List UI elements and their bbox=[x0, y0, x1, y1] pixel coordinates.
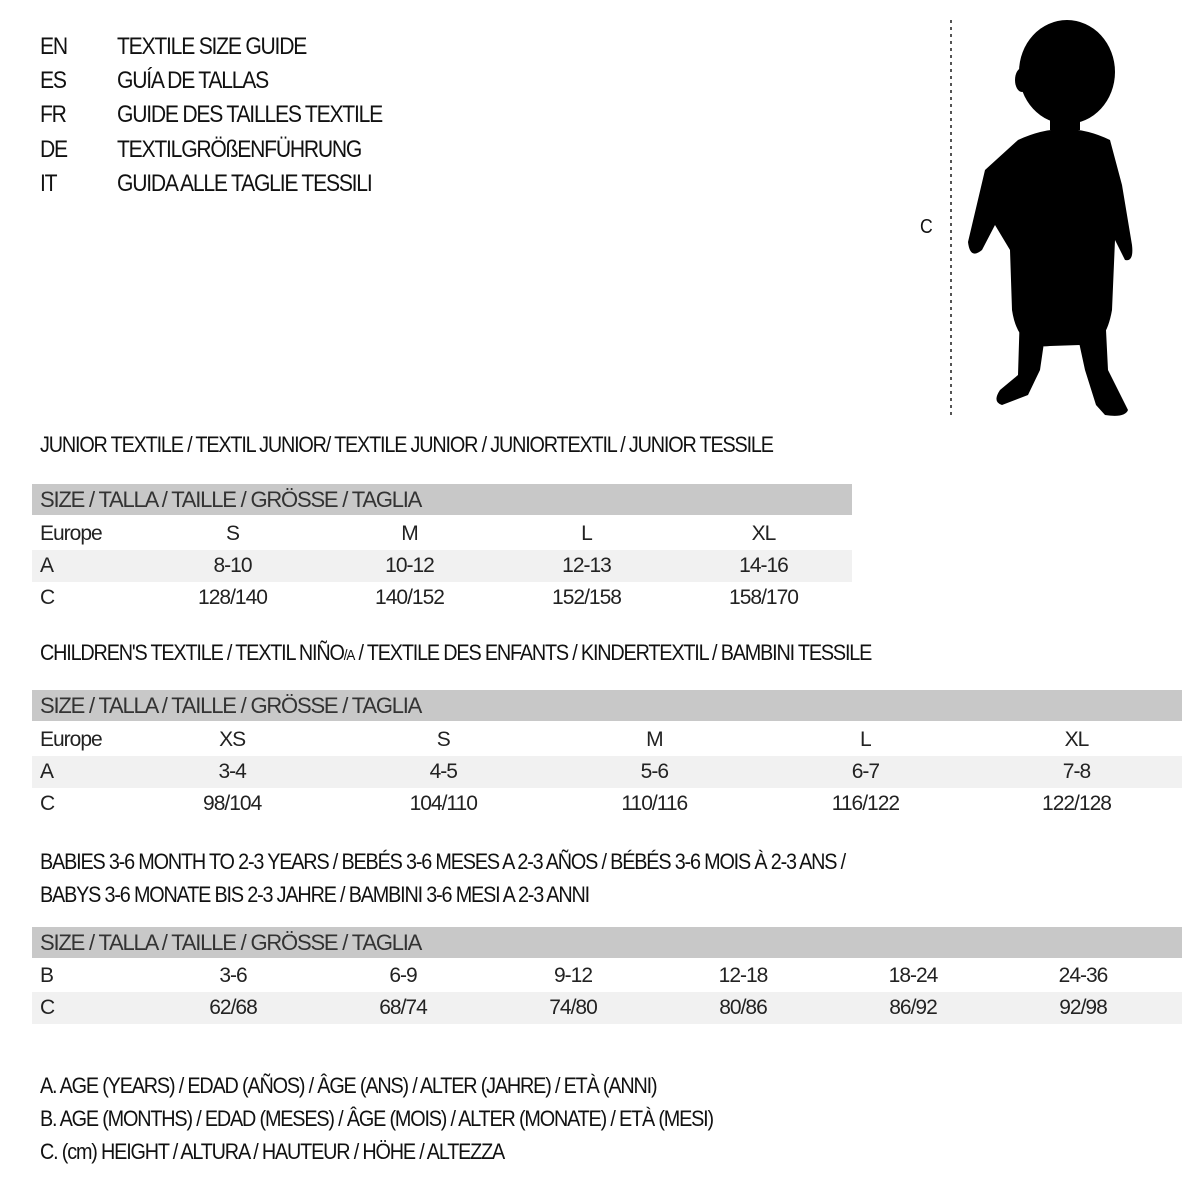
babies-heading-line1: BABIES 3-6 MONTH TO 2-3 YEARS / BEBÉS 3-… bbox=[40, 849, 846, 874]
row-label: B bbox=[40, 964, 54, 987]
cell: 62/68 bbox=[209, 996, 258, 1019]
table-row: C 128/140 140/152 152/158 158/170 bbox=[32, 582, 852, 614]
junior-size-table: SIZE / TALLA / TAILLE / GRÖSSE / TAGLIA … bbox=[32, 484, 852, 614]
legend-c: C. (cm) HEIGHT / ALTURA / HAUTEUR / HÖHE… bbox=[40, 1139, 505, 1164]
cell: 98/104 bbox=[203, 792, 262, 815]
lang-title: GUIDE DES TAILLES TEXTILE bbox=[117, 101, 383, 128]
cell: 122/128 bbox=[1042, 792, 1112, 815]
lang-code: ES bbox=[40, 67, 67, 94]
cell: M bbox=[401, 522, 419, 545]
children-size-table: SIZE / TALLA / TAILLE / GRÖSSE / TAGLIA … bbox=[32, 690, 1182, 820]
cell: 74/80 bbox=[549, 996, 598, 1019]
junior-heading: JUNIOR TEXTILE / TEXTIL JUNIOR/ TEXTILE … bbox=[40, 432, 774, 457]
cell: 18-24 bbox=[888, 964, 939, 987]
height-label: C bbox=[920, 216, 933, 238]
cell: 128/140 bbox=[198, 586, 268, 609]
cell: 12-13 bbox=[562, 554, 612, 577]
cell: XL bbox=[751, 522, 777, 545]
cell: 86/92 bbox=[889, 996, 938, 1019]
cell: XS bbox=[219, 728, 246, 751]
cell: S bbox=[225, 522, 240, 545]
row-label: Europe bbox=[40, 728, 103, 751]
cell: 80/86 bbox=[719, 996, 768, 1019]
lang-title: TEXTILGRÖßENFÜHRUNG bbox=[117, 136, 362, 163]
cell: 158/170 bbox=[729, 586, 799, 609]
row-label: C bbox=[40, 586, 55, 609]
cell: 8-10 bbox=[213, 554, 252, 577]
cell: 14-16 bbox=[739, 554, 789, 577]
cell: 6-9 bbox=[389, 964, 417, 987]
cell: 116/122 bbox=[831, 792, 900, 815]
table-row: Europe S M L XL bbox=[32, 518, 852, 550]
table-row: B 3-6 6-9 9-12 12-18 18-24 24-36 bbox=[32, 960, 1182, 992]
row-label: A bbox=[40, 554, 54, 577]
cell: 152/158 bbox=[552, 586, 622, 609]
babies-size-table: SIZE / TALLA / TAILLE / GRÖSSE / TAGLIA … bbox=[32, 927, 1182, 1024]
row-label: A bbox=[40, 760, 54, 783]
child-silhouette-icon bbox=[950, 20, 1133, 416]
table-row: Europe XS S M L XL bbox=[32, 724, 1182, 756]
lang-title: GUÍA DE TALLAS bbox=[117, 67, 269, 94]
lang-code: DE bbox=[40, 136, 68, 163]
row-label: C bbox=[40, 792, 55, 815]
cell: L bbox=[581, 522, 593, 545]
heading-subscript: /A bbox=[343, 647, 356, 664]
cell: 68/74 bbox=[379, 996, 428, 1019]
cell: 140/152 bbox=[375, 586, 445, 609]
cell: 3-6 bbox=[219, 964, 247, 987]
cell: M bbox=[646, 728, 664, 751]
cell: 5-6 bbox=[640, 760, 669, 783]
table-row: C 62/68 68/74 74/80 80/86 86/92 92/98 bbox=[32, 992, 1182, 1024]
lang-code: EN bbox=[40, 33, 68, 60]
cell: 10-12 bbox=[385, 554, 435, 577]
legend-a: A. AGE (YEARS) / EDAD (AÑOS) / ÂGE (ANS)… bbox=[40, 1073, 658, 1098]
cell: 7-8 bbox=[1062, 760, 1091, 783]
babies-heading-line2: BABYS 3-6 MONATE BIS 2-3 JAHRE / BAMBINI… bbox=[40, 882, 590, 907]
lang-code: FR bbox=[40, 101, 67, 128]
cell: 4-5 bbox=[429, 760, 458, 783]
legend-b: B. AGE (MONTHS) / EDAD (MESES) / ÂGE (MO… bbox=[40, 1106, 714, 1131]
table-header: SIZE / TALLA / TAILLE / GRÖSSE / TAGLIA bbox=[32, 484, 852, 515]
cell: 9-12 bbox=[553, 964, 593, 987]
row-label: Europe bbox=[40, 522, 103, 545]
row-label: C bbox=[40, 996, 55, 1019]
heading-text: / TEXTILE DES ENFANTS / KINDERTEXTIL / B… bbox=[354, 640, 873, 665]
table-row: A 3-4 4-5 5-6 6-7 7-8 bbox=[32, 756, 1182, 788]
cell: S bbox=[436, 728, 451, 751]
cell: 12-18 bbox=[718, 964, 769, 987]
table-header: SIZE / TALLA / TAILLE / GRÖSSE / TAGLIA bbox=[32, 690, 1182, 721]
cell: 110/116 bbox=[621, 792, 688, 815]
lang-title: TEXTILE SIZE GUIDE bbox=[117, 33, 307, 60]
table-row: A 8-10 10-12 12-13 14-16 bbox=[32, 550, 852, 582]
cell: 6-7 bbox=[851, 760, 880, 783]
lang-title: GUIDA ALLE TAGLIE TESSILI bbox=[117, 170, 373, 197]
heading-text: CHILDREN'S TEXTILE / TEXTIL NIÑO bbox=[40, 640, 345, 665]
children-heading: CHILDREN'S TEXTILE / TEXTIL NIÑO/A / TEX… bbox=[40, 640, 873, 666]
child-figure: C bbox=[900, 10, 1160, 430]
cell: L bbox=[860, 728, 872, 751]
table-row: C 98/104 104/110 110/116 116/122 122/128 bbox=[32, 788, 1182, 820]
lang-code: IT bbox=[40, 170, 58, 197]
cell: 104/110 bbox=[409, 792, 478, 815]
cell: 24-36 bbox=[1058, 964, 1109, 987]
cell: XL bbox=[1064, 728, 1090, 751]
cell: 3-4 bbox=[218, 760, 246, 783]
table-header: SIZE / TALLA / TAILLE / GRÖSSE / TAGLIA bbox=[32, 927, 1182, 958]
cell: 92/98 bbox=[1059, 996, 1108, 1019]
